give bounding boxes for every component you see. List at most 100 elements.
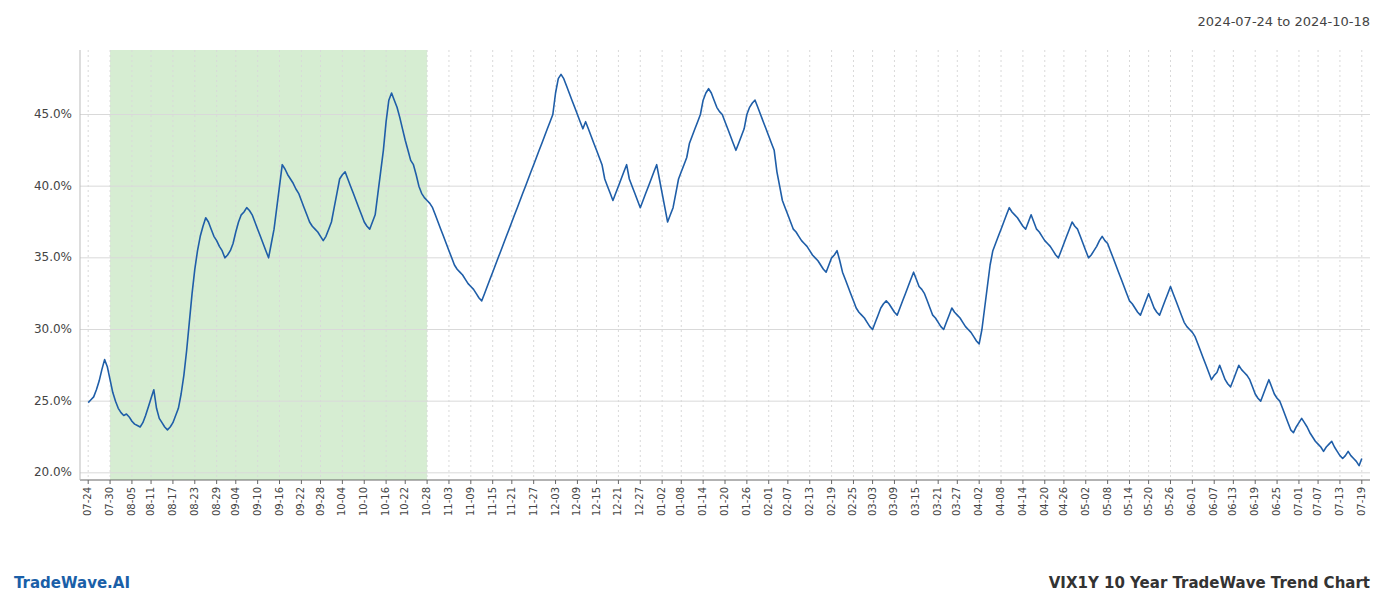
x-tick-label: 07-24	[82, 487, 93, 516]
y-tick-label: 35.0%	[34, 250, 72, 264]
x-tick-label: 11-21	[506, 487, 517, 516]
x-grid-line	[427, 50, 428, 480]
x-grid-line	[1277, 50, 1278, 480]
x-tick-label: 05-26	[1164, 487, 1175, 516]
x-tick	[235, 480, 236, 484]
x-tick	[725, 480, 726, 484]
x-tick-label: 04-20	[1039, 487, 1050, 516]
x-tick	[533, 480, 534, 484]
x-tick-label: 06-25	[1271, 487, 1282, 516]
x-grid-line	[301, 50, 302, 480]
series-line	[88, 74, 1362, 465]
x-grid-line	[768, 50, 769, 480]
x-tick-label: 08-17	[167, 487, 178, 516]
x-tick-label: 02-25	[847, 487, 858, 516]
x-grid-line	[364, 50, 365, 480]
x-tick	[405, 480, 406, 484]
x-tick	[110, 480, 111, 484]
axes: 20.0%25.0%30.0%35.0%40.0%45.0%07-2407-30…	[34, 50, 1370, 516]
x-tick-label: 05-14	[1123, 487, 1134, 516]
brand-annotation: TradeWave.AI	[14, 574, 130, 592]
y-grid-line	[80, 114, 1370, 115]
x-grid-line	[1107, 50, 1108, 480]
x-tick-label: 05-02	[1080, 487, 1091, 516]
x-tick-label: 07-19	[1356, 487, 1367, 516]
x-grid-line	[681, 50, 682, 480]
x-tick-label: 10-22	[399, 487, 410, 516]
x-grid-line	[533, 50, 534, 480]
x-tick-label: 06-19	[1249, 487, 1260, 516]
x-tick-label: 02-01	[763, 487, 774, 516]
x-grid-line	[131, 50, 132, 480]
x-tick	[194, 480, 195, 484]
x-tick	[1022, 480, 1023, 484]
x-tick	[470, 480, 471, 484]
x-grid-line	[618, 50, 619, 480]
y-grid-line	[80, 329, 1370, 330]
chart-svg: 20.0%25.0%30.0%35.0%40.0%45.0%07-2407-30…	[0, 0, 1400, 600]
x-tick	[1085, 480, 1086, 484]
x-tick	[131, 480, 132, 484]
x-tick	[831, 480, 832, 484]
x-tick	[1255, 480, 1256, 484]
x-grid-line	[1318, 50, 1319, 480]
x-tick-label: 03-15	[910, 487, 921, 516]
x-tick-label: 04-02	[973, 487, 984, 516]
x-grid-line	[88, 50, 89, 480]
x-tick	[320, 480, 321, 484]
x-tick-label: 01-08	[675, 487, 686, 516]
x-axis-line	[80, 480, 1370, 481]
x-tick-label: 06-01	[1186, 487, 1197, 516]
x-tick-label: 03-03	[867, 487, 878, 516]
x-tick-label: 11-03	[443, 487, 454, 516]
y-tick-label: 30.0%	[34, 322, 72, 336]
x-grid-line	[596, 50, 597, 480]
x-tick	[555, 480, 556, 484]
x-tick-label: 09-22	[295, 487, 306, 516]
x-tick-label: 06-13	[1227, 487, 1238, 516]
x-tick	[1192, 480, 1193, 484]
x-tick	[216, 480, 217, 484]
x-tick	[681, 480, 682, 484]
x-grid-line	[172, 50, 173, 480]
x-grid-line	[1001, 50, 1002, 480]
x-tick	[916, 480, 917, 484]
x-tick-label: 07-30	[104, 487, 115, 516]
subtitle: 2024-07-24 to 2024-10-18	[1198, 14, 1370, 29]
x-tick	[1107, 480, 1108, 484]
x-tick	[853, 480, 854, 484]
x-grid-line	[957, 50, 958, 480]
x-tick-label: 09-28	[315, 487, 326, 516]
x-tick-label: 08-29	[211, 487, 222, 516]
x-tick	[1233, 480, 1234, 484]
x-tick	[938, 480, 939, 484]
x-tick-label: 10-10	[358, 487, 369, 516]
x-tick	[511, 480, 512, 484]
x-tick-label: 12-03	[550, 487, 561, 516]
x-tick	[957, 480, 958, 484]
x-grid-line	[1148, 50, 1149, 480]
x-grid-line	[662, 50, 663, 480]
chart-container: 20.0%25.0%30.0%35.0%40.0%45.0%07-2407-30…	[0, 0, 1400, 600]
x-grid-line	[916, 50, 917, 480]
x-grid-line	[1339, 50, 1340, 480]
x-grid-line	[257, 50, 258, 480]
x-tick	[618, 480, 619, 484]
x-grid-line	[787, 50, 788, 480]
x-tick	[1277, 480, 1278, 484]
x-tick-label: 04-14	[1017, 487, 1028, 516]
x-tick	[492, 480, 493, 484]
x-tick	[703, 480, 704, 484]
x-grid-line	[1298, 50, 1299, 480]
x-grid-line	[640, 50, 641, 480]
y-tick-label: 25.0%	[34, 394, 72, 408]
grid	[80, 50, 1370, 480]
x-tick	[809, 480, 810, 484]
x-tick	[427, 480, 428, 484]
x-tick	[596, 480, 597, 484]
x-tick	[257, 480, 258, 484]
x-tick	[894, 480, 895, 484]
x-tick-label: 10-28	[421, 487, 432, 516]
x-tick	[1339, 480, 1340, 484]
x-grid-line	[1214, 50, 1215, 480]
